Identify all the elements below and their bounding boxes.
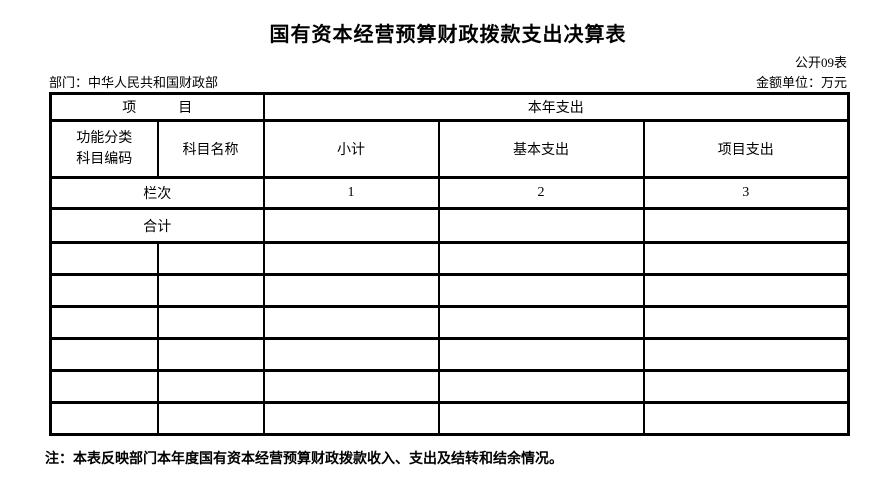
total-subtotal-cell xyxy=(262,207,440,244)
table-row-empty xyxy=(49,273,850,308)
header-functional-code: 功能分类 科目编码 xyxy=(49,119,159,179)
empty-project-cell xyxy=(642,305,850,340)
table-row-column-header: 功能分类 科目编码 科目名称 小计 基本支出 项目支出 xyxy=(49,119,850,179)
department-label: 部门：中华人民共和国财政部 xyxy=(49,75,219,90)
table-row-empty xyxy=(49,241,850,276)
empty-basic-cell xyxy=(437,241,645,276)
total-basic-cell xyxy=(437,207,645,244)
page-title: 国有资本经营预算财政拨款支出决算表 xyxy=(269,24,627,46)
column-index-label: 栏次 xyxy=(49,176,265,210)
empty-functional-code-cell xyxy=(49,401,159,436)
total-project-cell xyxy=(642,207,850,244)
empty-subtotal-cell xyxy=(262,273,440,308)
column-index-2: 2 xyxy=(437,176,645,210)
header-subject-name: 科目名称 xyxy=(156,119,265,179)
empty-subject-name-cell xyxy=(156,401,265,436)
form-code-label: 公开09表 xyxy=(794,55,847,70)
empty-basic-cell xyxy=(437,337,645,372)
table-row-empty xyxy=(49,401,850,436)
empty-basic-cell xyxy=(437,401,645,436)
column-index-1: 1 xyxy=(262,176,440,210)
empty-basic-cell xyxy=(437,369,645,404)
empty-project-cell xyxy=(642,401,850,436)
meta-row: 部门：中华人民共和国财政部 金额单位：万元 xyxy=(49,74,847,91)
empty-subject-name-cell xyxy=(156,241,265,276)
expenditure-table: 项 目 本年支出 功能分类 科目编码 科目名称 小计 基本支出 项目支出 栏次 … xyxy=(49,92,850,436)
empty-project-cell xyxy=(642,369,850,404)
header-basic-expenditure: 基本支出 xyxy=(437,119,645,179)
table-row-total: 合计 xyxy=(49,207,850,244)
table-row-group-header: 项 目 本年支出 xyxy=(49,92,850,122)
empty-basic-cell xyxy=(437,305,645,340)
header-project-expenditure: 项目支出 xyxy=(642,119,850,179)
empty-subtotal-cell xyxy=(262,369,440,404)
table-row-empty xyxy=(49,305,850,340)
column-index-3: 3 xyxy=(642,176,850,210)
empty-subject-name-cell xyxy=(156,369,265,404)
empty-subtotal-cell xyxy=(262,337,440,372)
empty-basic-cell xyxy=(437,273,645,308)
header-current-year-expenditure: 本年支出 xyxy=(262,92,850,122)
empty-functional-code-cell xyxy=(49,241,159,276)
amount-unit-label: 金额单位：万元 xyxy=(755,75,847,90)
empty-subject-name-cell xyxy=(156,337,265,372)
header-functional-code-line1: 功能分类 xyxy=(76,131,133,146)
table-row-empty xyxy=(49,369,850,404)
empty-subject-name-cell xyxy=(156,305,265,340)
table-row-column-index: 栏次 1 2 3 xyxy=(49,176,850,210)
empty-project-cell xyxy=(642,273,850,308)
header-subtotal: 小计 xyxy=(262,119,440,179)
empty-project-cell xyxy=(642,241,850,276)
page-container: 国有资本经营预算财政拨款支出决算表 公开09表 部门：中华人民共和国财政部 金额… xyxy=(45,0,850,469)
table-row-empty xyxy=(49,337,850,372)
empty-functional-code-cell xyxy=(49,273,159,308)
empty-subtotal-cell xyxy=(262,305,440,340)
empty-subtotal-cell xyxy=(262,241,440,276)
table-note: 注：本表反映部门本年度国有资本经营预算财政拨款收入、支出及结转和结余情况。 xyxy=(45,452,563,467)
empty-functional-code-cell xyxy=(49,369,159,404)
empty-functional-code-cell xyxy=(49,337,159,372)
empty-functional-code-cell xyxy=(49,305,159,340)
empty-project-cell xyxy=(642,337,850,372)
table-body: 项 目 本年支出 功能分类 科目编码 科目名称 小计 基本支出 项目支出 栏次 … xyxy=(49,92,850,436)
empty-subject-name-cell xyxy=(156,273,265,308)
empty-subtotal-cell xyxy=(262,401,440,436)
header-functional-code-line2: 科目编码 xyxy=(76,152,133,167)
header-item-group: 项 目 xyxy=(49,92,265,122)
total-row-label: 合计 xyxy=(49,207,265,244)
